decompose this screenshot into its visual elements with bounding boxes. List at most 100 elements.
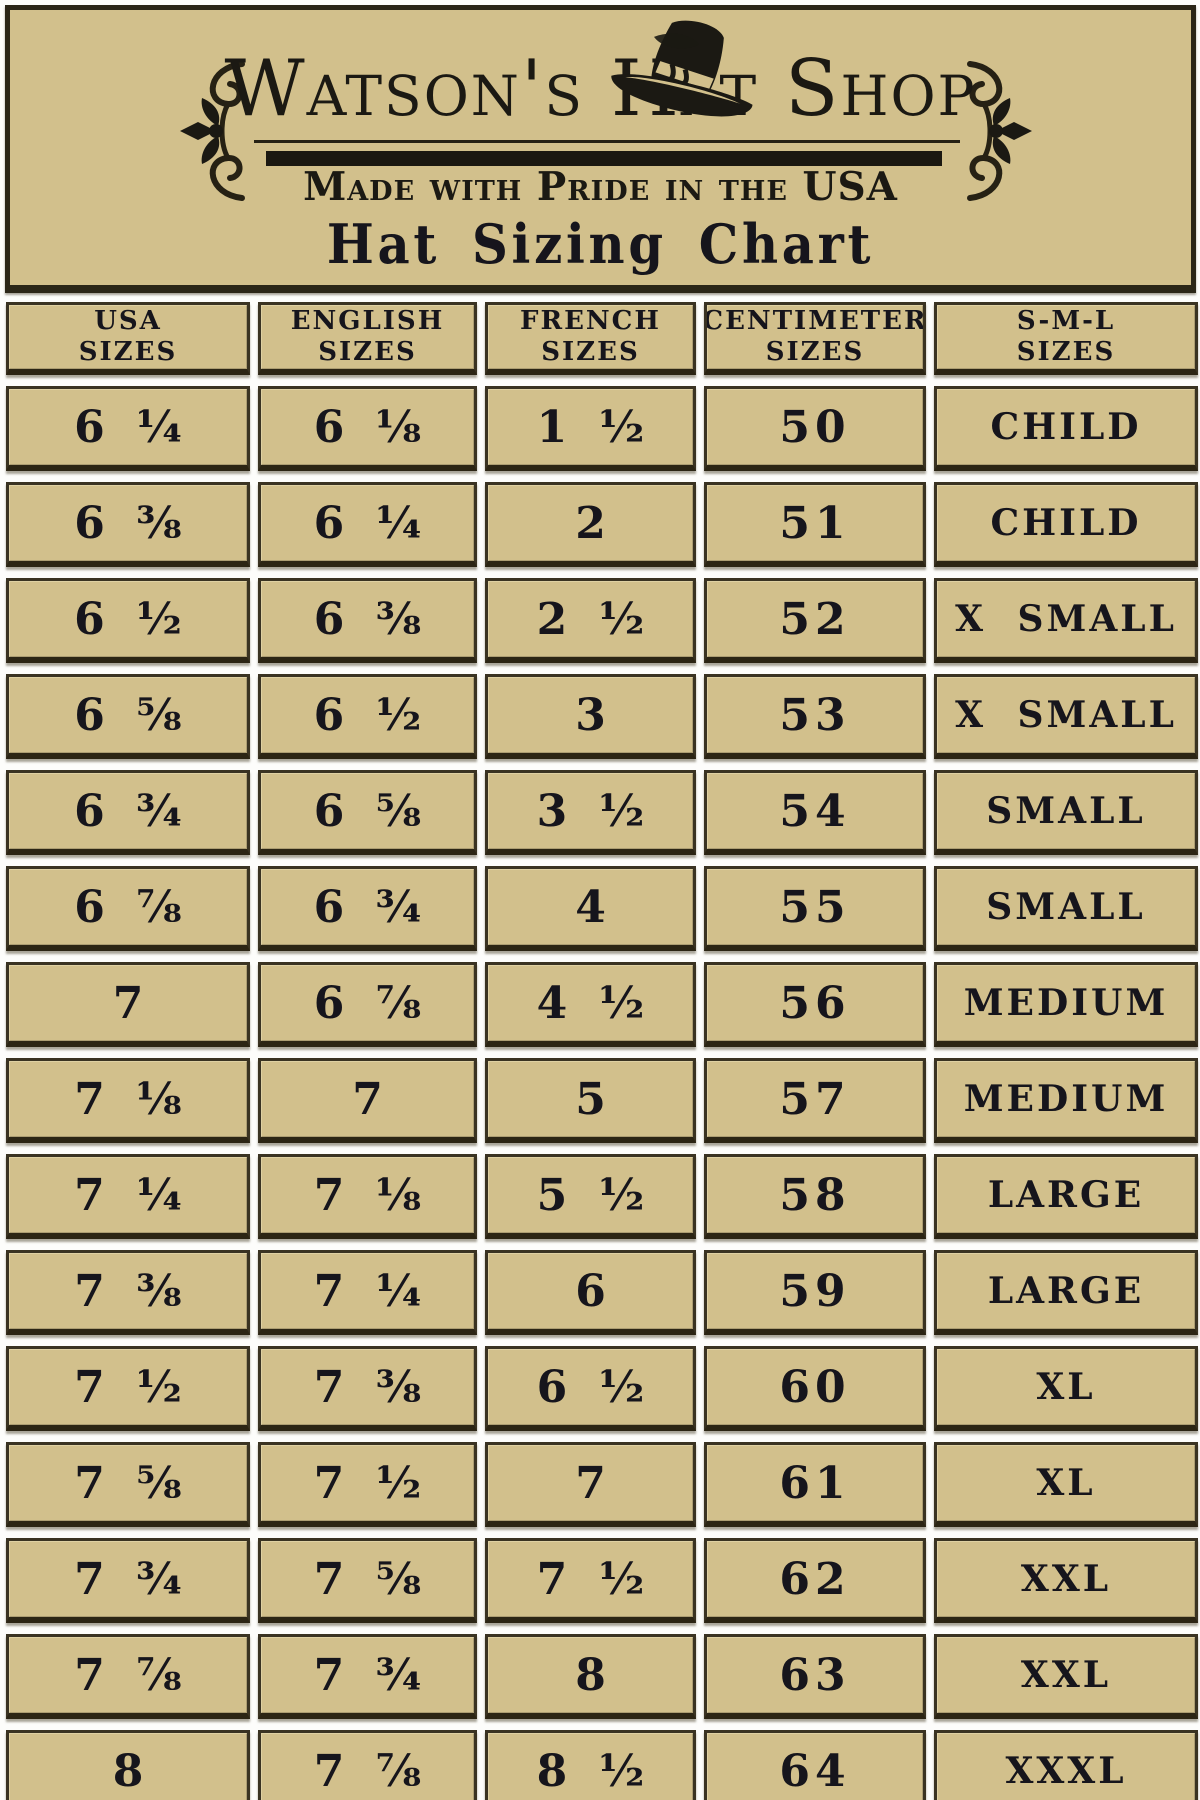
size-cell-row15-col2: 7 ⅞ [258,1730,477,1800]
size-cell-row15-col3: 8 ½ [485,1730,696,1800]
size-cell-row1-col3: 1 ½ [485,386,696,471]
column-header-line2: SIZES [1016,337,1116,367]
size-cell-row7-col3: 4 ½ [485,962,696,1047]
size-cell-row6-col1: 6 ⅞ [6,866,250,951]
size-cell-row2-col4: 51 [704,482,926,567]
size-cell-row2-col1: 6 ⅜ [6,482,250,567]
size-cell-row1-col5: CHILD [934,386,1198,471]
size-cell-row3-col1: 6 ½ [6,578,250,663]
size-cell-row3-col5: X SMALL [934,578,1198,663]
divider-rule-thick [266,151,942,166]
size-cell-row1-col2: 6 ⅛ [258,386,477,471]
size-cell-row3-col2: 6 ⅜ [258,578,477,663]
column-header-line1: ENGLISH [290,306,445,337]
size-cell-row11-col5: XL [934,1346,1198,1431]
hat-sizing-table: USA SIZES ENGLISH SIZES FRENCH SIZES CEN… [6,302,1198,1800]
size-cell-row13-col4: 62 [704,1538,926,1623]
column-header-french-sizes: FRENCH SIZES [485,302,696,375]
size-cell-row12-col2: 7 ½ [258,1442,477,1527]
size-cell-row10-col1: 7 ⅜ [6,1250,250,1335]
size-cell-row5-col4: 54 [704,770,926,855]
size-cell-row4-col2: 6 ½ [258,674,477,759]
column-header-line1: S-M-L [1016,306,1116,337]
size-cell-row6-col3: 4 [485,866,696,951]
size-cell-row13-col2: 7 ⅝ [258,1538,477,1623]
brand-tagline: Made with Pride in the USA [303,164,898,210]
size-cell-row8-col2: 7 [258,1058,477,1143]
column-header-line1: FRENCH [520,306,661,337]
size-cell-row14-col4: 63 [704,1634,926,1719]
size-cell-row4-col4: 53 [704,674,926,759]
size-cell-row13-col3: 7 ½ [485,1538,696,1623]
column-header-english-sizes: ENGLISH SIZES [258,302,477,375]
size-cell-row14-col1: 7 ⅞ [6,1634,250,1719]
column-header-line2: SIZES [541,337,640,367]
size-cell-row15-col4: 64 [704,1730,926,1800]
size-cell-row15-col5: XXXL [934,1730,1198,1800]
size-cell-row5-col5: SMALL [934,770,1198,855]
size-cell-row9-col1: 7 ¼ [6,1154,250,1239]
column-header-line1: USA [94,306,162,337]
column-header-line2: SIZES [318,337,417,367]
shop-name: Watson's Hat Shop [224,44,977,134]
size-cell-row11-col2: 7 ⅜ [258,1346,477,1431]
column-header-line2: SIZES [78,337,178,367]
size-cell-row2-col2: 6 ¼ [258,482,477,567]
size-cell-row12-col4: 61 [704,1442,926,1527]
brand-header-panel: Watson's Hat Shop Made with Pride in the… [5,5,1196,293]
size-cell-row9-col5: LARGE [934,1154,1198,1239]
size-cell-row11-col4: 60 [704,1346,926,1431]
size-cell-row5-col3: 3 ½ [485,770,696,855]
size-cell-row13-col1: 7 ¾ [6,1538,250,1623]
column-header-sml-sizes: S-M-L SIZES [934,302,1198,375]
column-header-usa-sizes: USA SIZES [6,302,250,375]
size-cell-row2-col5: CHILD [934,482,1198,567]
size-cell-row14-col2: 7 ¾ [258,1634,477,1719]
size-cell-row9-col2: 7 ⅛ [258,1154,477,1239]
fedora-hat-icon [611,20,753,117]
size-cell-row1-col4: 50 [704,386,926,471]
column-header-centimeter-sizes: CENTIMETER SIZES [704,302,926,375]
size-cell-row13-col5: XXL [934,1538,1198,1623]
size-cell-row5-col2: 6 ⅝ [258,770,477,855]
size-cell-row3-col4: 52 [704,578,926,663]
column-header-line2: SIZES [765,337,865,367]
size-cell-row11-col1: 7 ½ [6,1346,250,1431]
page-title: Hat Sizing Chart [326,212,875,276]
size-cell-row4-col5: X SMALL [934,674,1198,759]
size-cell-row8-col1: 7 ⅛ [6,1058,250,1143]
size-cell-row7-col1: 7 [6,962,250,1047]
size-cell-row12-col1: 7 ⅝ [6,1442,250,1527]
size-cell-row6-col4: 55 [704,866,926,951]
size-cell-row15-col1: 8 [6,1730,250,1800]
size-cell-row3-col3: 2 ½ [485,578,696,663]
size-cell-row9-col4: 58 [704,1154,926,1239]
size-cell-row6-col2: 6 ¾ [258,866,477,951]
size-cell-row7-col5: MEDIUM [934,962,1198,1047]
size-cell-row11-col3: 6 ½ [485,1346,696,1431]
size-cell-row10-col2: 7 ¼ [258,1250,477,1335]
size-cell-row8-col4: 57 [704,1058,926,1143]
scroll-flourish-icon [967,61,1032,201]
scroll-flourish-icon [180,61,245,201]
size-cell-row8-col5: MEDIUM [934,1058,1198,1143]
size-cell-row7-col4: 56 [704,962,926,1047]
size-cell-row14-col5: XXL [934,1634,1198,1719]
size-cell-row6-col5: SMALL [934,866,1198,951]
size-cell-row4-col1: 6 ⅝ [6,674,250,759]
size-cell-row12-col3: 7 [485,1442,696,1527]
size-cell-row1-col1: 6 ¼ [6,386,250,471]
size-cell-row10-col4: 59 [704,1250,926,1335]
size-cell-row9-col3: 5 ½ [485,1154,696,1239]
size-cell-row14-col3: 8 [485,1634,696,1719]
size-cell-row4-col3: 3 [485,674,696,759]
size-cell-row10-col3: 6 [485,1250,696,1335]
column-header-line1: CENTIMETER [704,306,926,337]
size-cell-row2-col3: 2 [485,482,696,567]
size-cell-row10-col5: LARGE [934,1250,1198,1335]
size-cell-row12-col5: XL [934,1442,1198,1527]
size-cell-row5-col1: 6 ¾ [6,770,250,855]
divider-rule-thin [254,140,960,143]
size-cell-row8-col3: 5 [485,1058,696,1143]
size-cell-row7-col2: 6 ⅞ [258,962,477,1047]
